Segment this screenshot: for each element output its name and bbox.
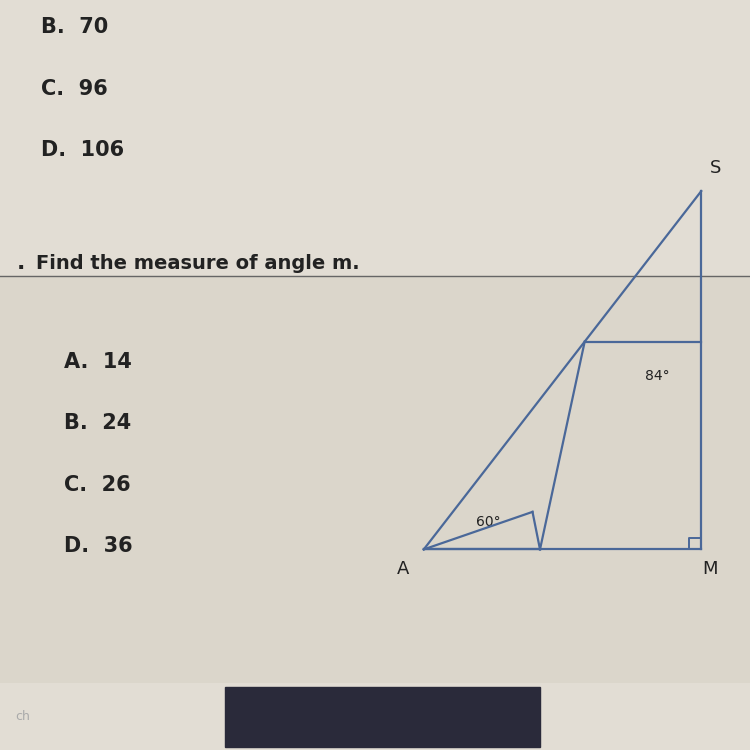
Text: A.  14: A. 14 — [64, 352, 132, 372]
Text: C.  26: C. 26 — [64, 475, 130, 494]
Text: B.  70: B. 70 — [41, 17, 109, 37]
Text: S: S — [710, 160, 722, 178]
Text: .: . — [16, 253, 25, 273]
Text: M: M — [703, 560, 718, 578]
Text: Find the measure of angle m.: Find the measure of angle m. — [36, 254, 360, 273]
Text: B.  24: B. 24 — [64, 413, 131, 434]
Text: ch: ch — [15, 710, 30, 723]
Text: D.  36: D. 36 — [64, 536, 132, 556]
Text: A: A — [397, 560, 409, 578]
Text: D.  106: D. 106 — [41, 140, 125, 160]
Bar — [0, 277, 750, 682]
Bar — [225, 687, 540, 747]
Text: 60°: 60° — [476, 515, 501, 529]
Text: 84°: 84° — [645, 369, 670, 382]
Text: C.  96: C. 96 — [41, 79, 108, 99]
